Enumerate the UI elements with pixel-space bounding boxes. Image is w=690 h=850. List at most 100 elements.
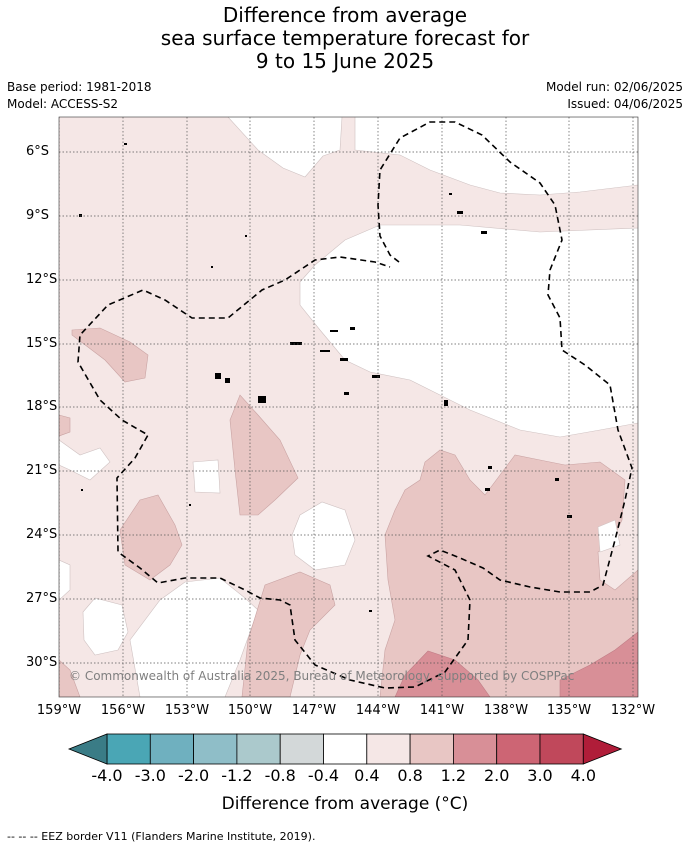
colorbar-segment — [539, 733, 584, 765]
islands — [79, 143, 572, 612]
neutral-region-nw-corner — [59, 439, 111, 481]
neutral-region-southwest — [82, 597, 129, 656]
lat-label: 12°S — [26, 272, 58, 287]
meta-right: Model run: 02/06/2025 Issued: 04/06/2025 — [546, 79, 683, 113]
colorbar-segment — [409, 733, 454, 765]
island — [449, 193, 452, 195]
colorbar-tick-label: -1.2 — [221, 766, 253, 785]
island — [124, 143, 127, 145]
island — [481, 231, 487, 234]
colorbar-tick-label: 0.8 — [397, 766, 423, 785]
colorbar-over-arrow — [582, 733, 623, 765]
lat-label: 15°S — [26, 336, 58, 351]
island — [215, 373, 221, 379]
lat-label: 27°S — [26, 591, 58, 606]
colorbar-segment — [106, 733, 151, 765]
warm-region-w1 — [59, 414, 71, 437]
neutral-region-mid — [291, 501, 356, 571]
island — [81, 489, 83, 491]
island — [189, 504, 191, 506]
lon-label: 132°W — [610, 703, 656, 718]
colorbar-tick-label: 2.0 — [483, 766, 510, 785]
colorbar — [67, 733, 623, 765]
colorbar-segment — [193, 733, 238, 765]
graticule — [59, 117, 638, 697]
warm-region-s1 — [241, 571, 336, 697]
island — [320, 350, 330, 352]
island — [344, 392, 349, 395]
warm-region-marquesas — [71, 327, 149, 383]
island — [350, 327, 355, 330]
title-line-1: Difference from average — [222, 3, 468, 27]
colorbar-segment — [279, 733, 324, 765]
colorbar-segment — [496, 733, 541, 765]
lon-label: 156°W — [100, 703, 146, 718]
eez-border-french-polynesia — [77, 121, 633, 689]
title-line-2: sea surface temperature forecast for — [160, 26, 530, 50]
warm-region-east — [379, 449, 638, 697]
colorbar-segment — [149, 733, 195, 765]
colorbar-tick-label: -2.0 — [177, 766, 210, 785]
model-run: Model run: 02/06/2025 — [545, 80, 683, 94]
map-frame — [58, 116, 639, 698]
warm-region-sw-corner — [59, 659, 81, 697]
colorbar-segment — [236, 733, 281, 765]
colorbar-segment — [366, 733, 411, 765]
island — [555, 478, 559, 481]
neutral-region-northeast — [354, 117, 638, 196]
colorbar-segment — [452, 733, 498, 765]
island — [369, 610, 372, 612]
lat-label: 9°S — [26, 208, 50, 223]
lat-label: 24°S — [26, 527, 58, 542]
warm-region-w2 — [229, 394, 299, 516]
lon-label: 147°W — [291, 703, 337, 718]
colorbar-under-arrow — [67, 733, 108, 765]
colorbar-title: Difference from average (°C) — [221, 794, 469, 814]
hot-region-southeast — [559, 631, 638, 697]
colorbar-tick-label: 1.2 — [440, 766, 467, 785]
lat-label: 18°S — [26, 399, 58, 414]
island — [290, 342, 302, 345]
lon-label: 159°W — [36, 703, 82, 718]
island — [457, 211, 463, 214]
lat-label: 21°S — [26, 463, 58, 478]
colorbar-tick-label: -3.0 — [134, 766, 166, 785]
lat-label: 30°S — [26, 655, 58, 670]
island — [79, 214, 82, 217]
copyright-notice: © Commonwealth of Australia 2025, Bureau… — [69, 669, 575, 683]
island — [225, 378, 230, 383]
neutral-region-w-edge — [59, 559, 71, 601]
island — [372, 375, 380, 378]
island — [485, 488, 490, 491]
island — [245, 235, 247, 237]
meta-left: Base period: 1981-2018 Model: ACCESS-S2 — [7, 79, 152, 113]
lon-label: 135°W — [546, 703, 592, 718]
colorbar-tick-label: 4.0 — [570, 766, 597, 785]
colorbar-tick-label: -4.0 — [91, 766, 123, 785]
lon-label: 138°W — [483, 703, 529, 718]
title-line-3: 9 to 15 June 2025 — [255, 49, 435, 73]
island — [488, 466, 492, 469]
lon-label: 153°W — [164, 703, 210, 718]
island — [211, 266, 213, 268]
lon-label: 150°W — [227, 703, 273, 718]
warm-regions — [59, 327, 638, 697]
chart-title: Difference from average sea surface temp… — [0, 4, 690, 73]
island — [444, 400, 448, 406]
island — [258, 396, 266, 403]
colorbar-tick-label: -0.4 — [307, 766, 340, 785]
warm-region-w3 — [119, 494, 183, 581]
colorbar-tick-label: -0.8 — [264, 766, 296, 785]
colorbar-segment — [323, 733, 368, 765]
base-period: Base period: 1981-2018 — [7, 80, 152, 94]
island — [330, 330, 338, 332]
model-name: Model: ACCESS-S2 — [7, 97, 119, 111]
issued-date: Issued: 04/06/2025 — [567, 97, 683, 111]
island — [340, 358, 348, 361]
map-area — [59, 117, 638, 697]
neutral-region-west — [192, 459, 221, 494]
lat-label: 6°S — [26, 144, 50, 159]
eez-footnote: -- -- -- EEZ border V11 (Flanders Marine… — [7, 830, 316, 843]
colorbar-tick-label: 0.4 — [354, 766, 380, 785]
